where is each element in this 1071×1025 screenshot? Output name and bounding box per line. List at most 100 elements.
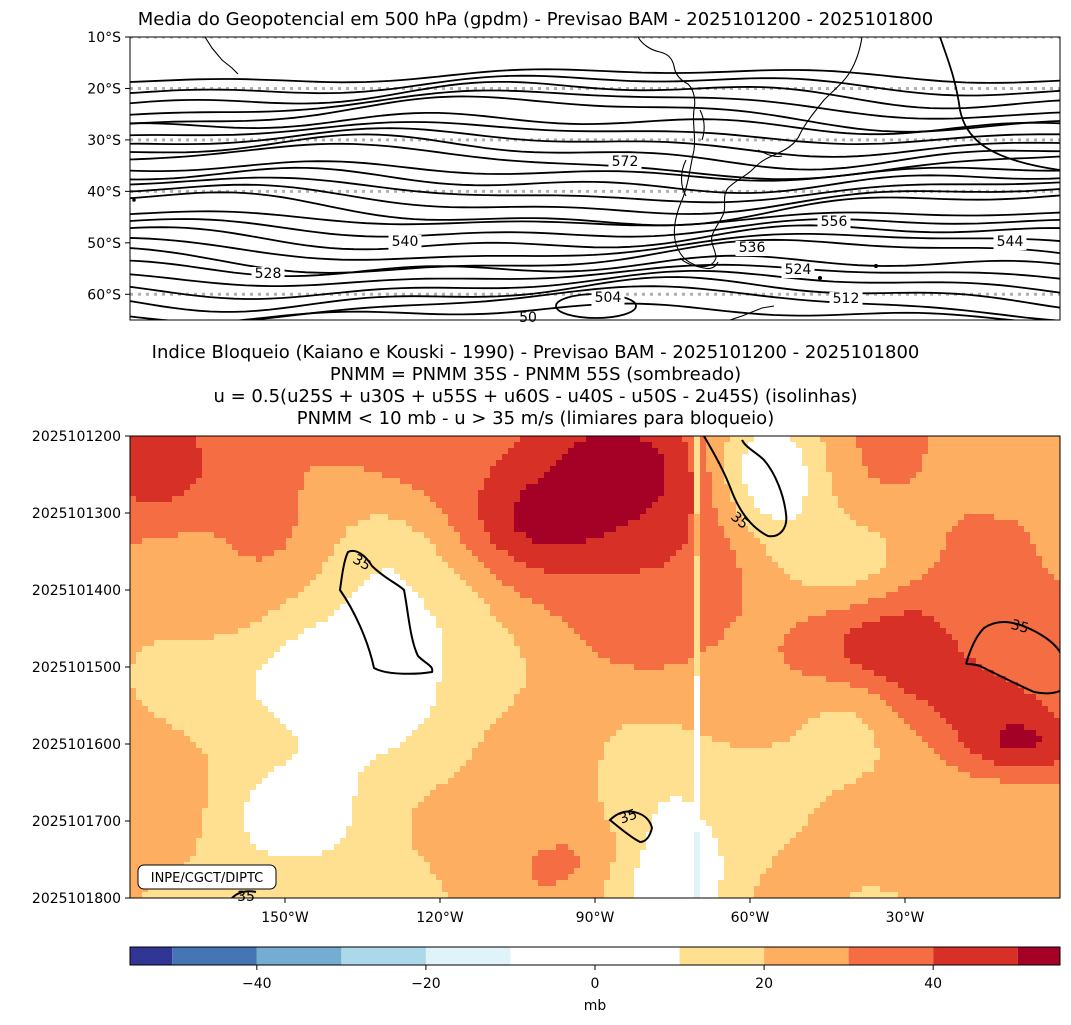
shading-cell — [172, 568, 179, 575]
shading-cell — [628, 478, 635, 485]
shading-cell — [412, 484, 419, 491]
shading-cell — [256, 616, 263, 623]
shading-cell — [436, 622, 443, 629]
shading-cell — [784, 466, 791, 473]
shading-cell — [748, 538, 755, 545]
shading-cell — [454, 508, 461, 515]
shading-cell — [268, 496, 275, 503]
shading-cell — [190, 550, 197, 557]
shading-cell — [724, 508, 731, 515]
shading-cell — [472, 616, 479, 623]
shading-cell — [502, 610, 509, 617]
shading-cell — [1054, 562, 1060, 569]
shading-cell — [934, 538, 941, 545]
shading-cell — [310, 580, 317, 587]
shading-cell — [364, 574, 371, 581]
shading-cell — [214, 580, 221, 587]
shading-cell — [226, 622, 233, 629]
shading-cell — [226, 610, 233, 617]
shading-cell — [580, 490, 587, 497]
shading-cell — [796, 472, 803, 479]
shading-cell — [316, 550, 323, 557]
shading-cell — [592, 568, 599, 575]
shading-cell — [148, 514, 155, 521]
shading-cell — [700, 538, 707, 545]
shading-cell — [856, 514, 863, 521]
shading-cell — [736, 544, 743, 551]
shading-cell — [556, 490, 563, 497]
shading-cell — [244, 568, 251, 575]
shading-cell — [484, 496, 491, 503]
shading-cell — [910, 436, 917, 443]
shading-cell — [322, 514, 329, 521]
shading-cell — [808, 574, 815, 581]
shading-cell — [694, 550, 701, 557]
shading-cell — [430, 598, 437, 605]
shading-cell — [244, 592, 251, 599]
shading-cell — [796, 568, 803, 575]
geopotential-isoline — [130, 224, 1060, 251]
shading-cell — [622, 580, 629, 587]
shading-cell — [964, 520, 971, 527]
shading-cell — [886, 472, 893, 479]
shading-cell — [982, 484, 989, 491]
shading-cell — [994, 538, 1001, 545]
shading-cell — [676, 556, 683, 563]
shading-cell — [778, 586, 785, 593]
shading-cell — [946, 556, 953, 563]
shading-cell — [730, 622, 737, 629]
shading-cell — [346, 544, 353, 551]
shading-cell — [178, 598, 185, 605]
shading-cell — [706, 514, 713, 521]
shading-cell — [766, 598, 773, 605]
shading-cell — [820, 478, 827, 485]
shading-cell — [610, 586, 617, 593]
shading-cell — [916, 454, 923, 461]
shading-cell — [412, 622, 419, 629]
shading-cell — [352, 466, 359, 473]
shading-cell — [1012, 598, 1019, 605]
shading-cell — [268, 550, 275, 557]
shading-cell — [154, 544, 161, 551]
shading-cell — [682, 568, 689, 575]
shading-cell — [142, 592, 149, 599]
shading-cell — [580, 598, 587, 605]
shading-cell — [310, 562, 317, 569]
shading-cell — [208, 496, 215, 503]
shading-cell — [352, 496, 359, 503]
shading-cell — [778, 520, 785, 527]
shading-cell — [436, 514, 443, 521]
shading-cell — [418, 550, 425, 557]
shading-cell — [1036, 478, 1043, 485]
shading-cell — [352, 478, 359, 485]
geopotential-isoline — [130, 218, 1060, 238]
shading-cell — [406, 520, 413, 527]
shading-cell — [1048, 604, 1055, 611]
shading-cell — [160, 502, 167, 509]
shading-cell — [154, 448, 161, 455]
shading-cell — [502, 472, 509, 479]
shading-cell — [868, 466, 875, 473]
shading-cell — [352, 604, 359, 611]
shading-cell — [760, 580, 767, 587]
shading-cell — [790, 448, 797, 455]
shading-cell — [808, 442, 815, 449]
shading-cell — [142, 460, 149, 467]
shading-cell — [910, 544, 917, 551]
shading-cell — [178, 544, 185, 551]
shading-cell — [622, 502, 629, 509]
shading-cell — [658, 580, 665, 587]
shading-cell — [226, 538, 233, 545]
shading-cell — [838, 466, 845, 473]
shading-cell — [244, 454, 251, 461]
shading-cell — [598, 508, 605, 515]
shading-cell — [424, 478, 431, 485]
shading-cell — [1012, 604, 1019, 611]
shading-cell — [388, 586, 395, 593]
shading-cell — [706, 478, 713, 485]
shading-cell — [220, 538, 227, 545]
shading-cell — [154, 436, 161, 443]
shading-cell — [946, 562, 953, 569]
shading-cell — [190, 592, 197, 599]
shading-cell — [532, 460, 539, 467]
